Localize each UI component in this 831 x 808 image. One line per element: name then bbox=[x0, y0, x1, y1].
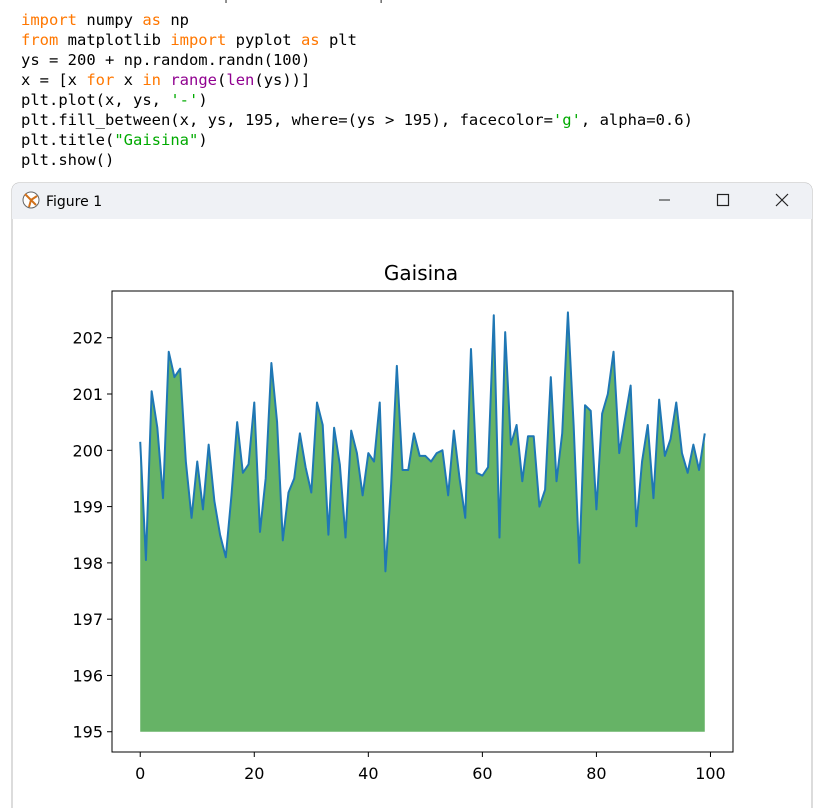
x-tick-label: 80 bbox=[586, 764, 606, 783]
code-line: x = [x for x in range(len(ys))] bbox=[21, 71, 310, 89]
code-token: len bbox=[226, 71, 254, 89]
code-token: plt.title( bbox=[21, 131, 114, 149]
code-token: range bbox=[170, 71, 217, 89]
code-token: in bbox=[142, 71, 161, 89]
code-token: import bbox=[170, 31, 226, 49]
code-token: plt.plot(x, ys, bbox=[21, 91, 170, 109]
y-tick-label: 195 bbox=[72, 723, 103, 742]
menu-item: File bbox=[18, 0, 40, 4]
y-tick-label: 201 bbox=[72, 385, 103, 404]
menu-item: Format bbox=[108, 0, 154, 4]
code-token: plt bbox=[320, 31, 357, 49]
code-token: ys = 200 + np.random.randn(100) bbox=[21, 51, 310, 69]
data-line bbox=[139, 311, 706, 573]
code-token: , alpha=0.6) bbox=[581, 111, 693, 129]
x-tick-label: 40 bbox=[358, 764, 378, 783]
code-token: x = [x bbox=[21, 71, 86, 89]
y-tick-label: 196 bbox=[72, 666, 103, 685]
code-token: (ys))] bbox=[254, 71, 310, 89]
code-token: 'g' bbox=[553, 111, 581, 129]
menu-item: Options bbox=[214, 0, 264, 4]
close-button[interactable] bbox=[775, 193, 789, 207]
axes-frame bbox=[111, 290, 734, 753]
code-token: matplotlib bbox=[58, 31, 170, 49]
chart-title: Gaisina bbox=[384, 261, 458, 285]
y-tick-label: 199 bbox=[72, 498, 103, 517]
code-token: ) bbox=[198, 91, 207, 109]
x-tick-label: 20 bbox=[244, 764, 264, 783]
code-token: ( bbox=[217, 71, 226, 89]
code-token: x bbox=[114, 71, 142, 89]
code-token: "Gaisina" bbox=[114, 131, 198, 149]
title-bar bbox=[12, 183, 812, 219]
code-token: for bbox=[86, 71, 114, 89]
x-tick-label: 0 bbox=[135, 764, 145, 783]
code-line: ys = 200 + np.random.randn(100) bbox=[21, 51, 310, 69]
y-tick-label: 202 bbox=[72, 329, 103, 348]
code-line: plt.title("Gaisina") bbox=[21, 131, 208, 149]
code-token: '-' bbox=[170, 91, 198, 109]
menu-item: Window bbox=[284, 0, 336, 4]
code-line: plt.fill_between(x, ys, 195, where=(ys >… bbox=[21, 111, 693, 129]
code-token: plt.fill_between(x, ys, 195, where=(ys >… bbox=[21, 111, 553, 129]
y-tick-label: 200 bbox=[72, 441, 103, 460]
y-tick-label: 197 bbox=[72, 610, 103, 629]
y-tick-label: 198 bbox=[72, 554, 103, 573]
code: import numpy as np from matplotlib import… bbox=[21, 11, 693, 169]
menu-item: Run bbox=[172, 0, 197, 4]
code-token: from bbox=[21, 31, 58, 49]
code-line: from matplotlib import pyplot as plt bbox=[21, 31, 357, 49]
code-token: plt.show() bbox=[21, 151, 114, 169]
code-token: ) bbox=[198, 131, 207, 149]
code-token: as bbox=[301, 31, 320, 49]
code-token: as bbox=[142, 11, 161, 29]
x-tick-label: 100 bbox=[695, 764, 726, 783]
code-line: plt.plot(x, ys, '-') bbox=[21, 91, 208, 109]
menu-item: Edit bbox=[58, 0, 83, 4]
app-icon bbox=[22, 191, 40, 209]
x-tick-label: 60 bbox=[472, 764, 492, 783]
code-token: import bbox=[21, 11, 77, 29]
code-line: plt.show() bbox=[21, 151, 114, 169]
code-token: np bbox=[161, 11, 189, 29]
menu-item: Help bbox=[358, 0, 388, 4]
menu-bar: File Edit Format Run Options Window Help bbox=[18, 0, 388, 4]
code-token: pyplot bbox=[226, 31, 301, 49]
maximize-button[interactable] bbox=[716, 193, 730, 207]
code-line: import numpy as np bbox=[21, 11, 189, 29]
code-token bbox=[161, 71, 170, 89]
code-token: numpy bbox=[77, 11, 142, 29]
window-title: Figure 1 bbox=[46, 194, 102, 210]
